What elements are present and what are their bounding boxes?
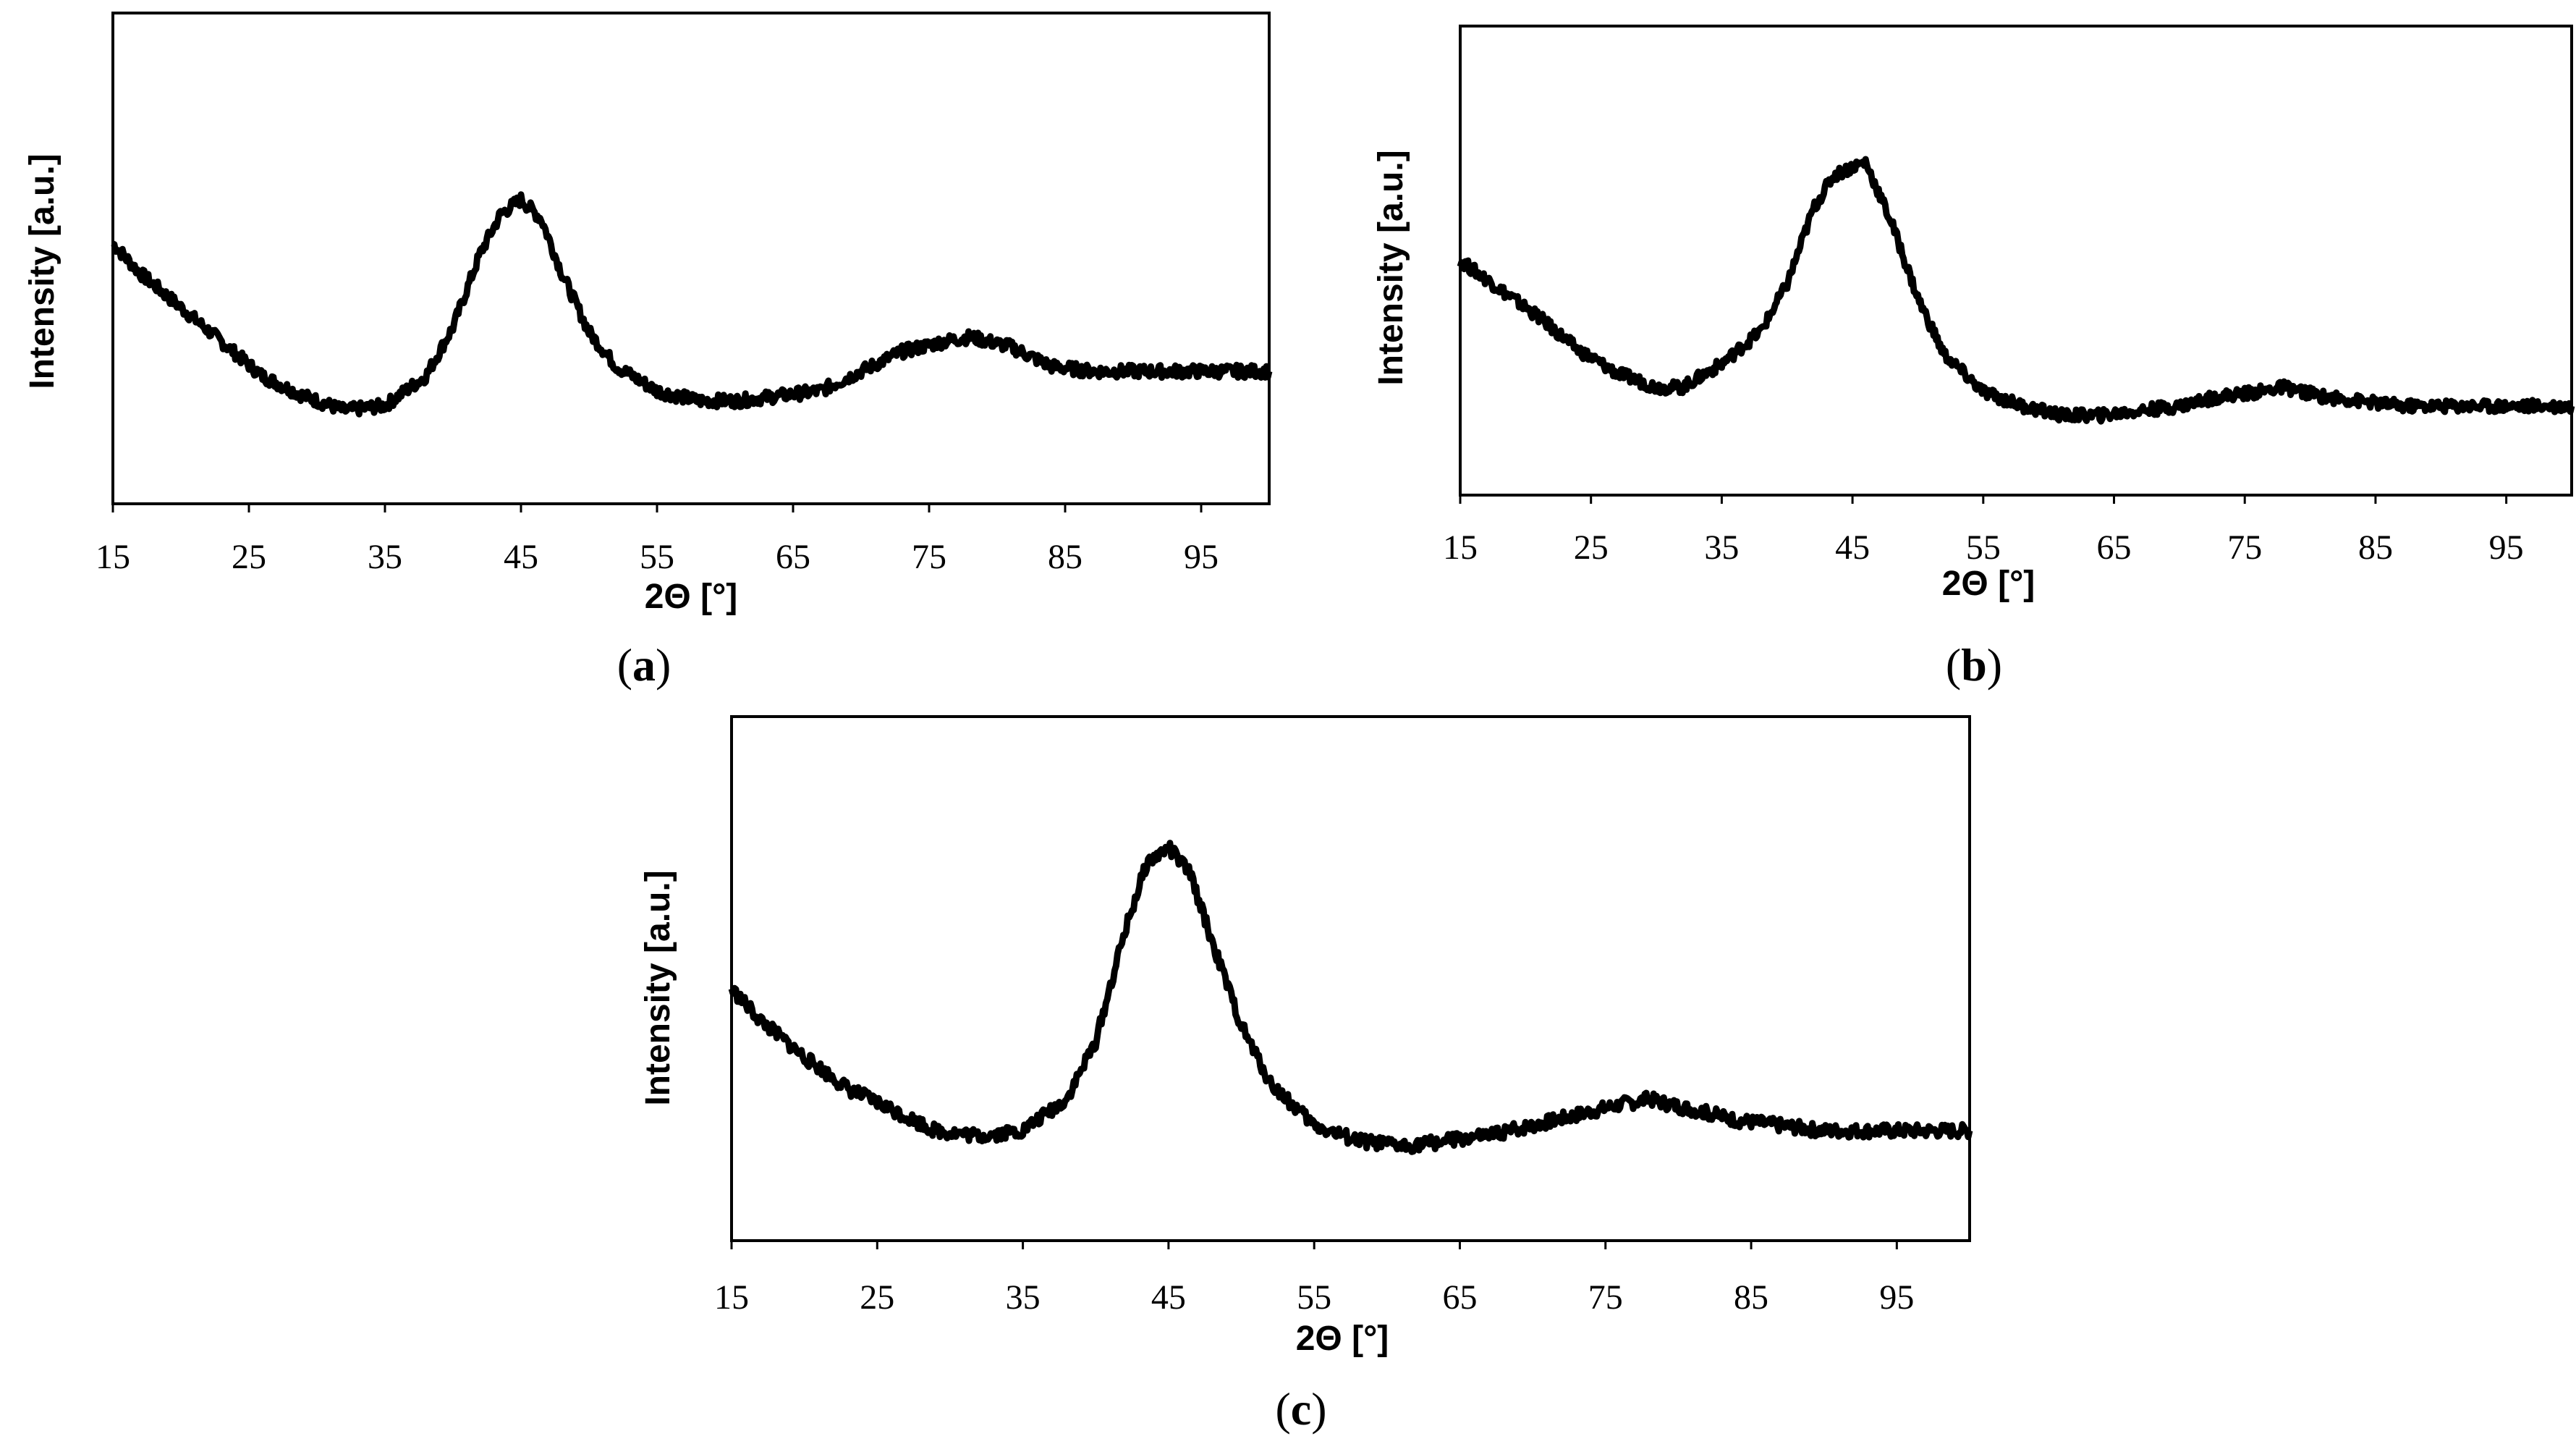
x-tick-label: 25 (1574, 528, 1609, 567)
x-tick-label: 15 (1443, 528, 1478, 567)
x-ticks-c: 15 25 35 45 55 65 75 85 95 (714, 1241, 1914, 1317)
x-tick-label: 75 (1588, 1278, 1623, 1317)
panel-b: 15 25 35 45 55 65 75 85 95 2Θ [°] Intensity [a.u… (1372, 25, 2575, 691)
x-tick-label: 45 (1151, 1278, 1186, 1317)
x-tick-label: 55 (640, 538, 674, 576)
x-tick-label: 35 (1006, 1278, 1041, 1317)
x-tick-label: 65 (776, 538, 810, 576)
plot-frame-c (730, 715, 1971, 1242)
x-axis-title-c: 2Θ [°] (1296, 1320, 1389, 1358)
panel-c: 15 25 35 45 55 65 75 85 95 2Θ [°] Intensity [a.u… (639, 715, 1973, 1435)
x-tick-label: 55 (1297, 1278, 1331, 1317)
x-tick-label: 95 (1184, 538, 1219, 576)
x-tick-label: 85 (1734, 1278, 1768, 1317)
y-axis-title-a: Intensity [a.u.] (23, 153, 62, 389)
plot-frame-b (1459, 25, 2573, 497)
x-tick-label: 85 (2358, 528, 2393, 567)
x-tick-label: 65 (2097, 528, 2132, 567)
x-tick-label: 25 (232, 538, 266, 576)
x-tick-label: 85 (1048, 538, 1082, 576)
x-tick-label: 75 (912, 538, 946, 576)
y-axis-title-c: Intensity [a.u.] (639, 870, 677, 1105)
plot-frame-a (111, 12, 1271, 505)
x-tick-label: 45 (504, 538, 538, 576)
xrd-series-line-c (728, 840, 1973, 1155)
x-tick-label: 15 (714, 1278, 749, 1317)
panel-caption-a: (a) (617, 639, 671, 691)
x-ticks-a: 15 25 35 45 55 65 75 85 95 (96, 504, 1219, 576)
panel-a: 15 25 35 45 55 65 75 85 95 2Θ [°] Intensity [a.u… (23, 12, 1273, 691)
xrd-series-line-b (1457, 156, 2575, 425)
plot-area-c (728, 840, 1973, 1155)
x-tick-label: 45 (1835, 528, 1870, 567)
xrd-series-line-a (111, 191, 1273, 418)
x-tick-label: 75 (2227, 528, 2262, 567)
x-tick-label: 15 (96, 538, 130, 576)
x-tick-label: 95 (2489, 528, 2524, 567)
x-tick-label: 35 (368, 538, 402, 576)
x-tick-label: 65 (1442, 1278, 1477, 1317)
x-axis-title-a: 2Θ [°] (645, 578, 738, 616)
plot-area-a (111, 191, 1273, 418)
y-axis-title-b: Intensity [a.u.] (1372, 150, 1410, 385)
x-tick-label: 95 (1879, 1278, 1914, 1317)
x-tick-label: 25 (860, 1278, 894, 1317)
panel-caption-b: (b) (1946, 639, 2002, 691)
x-axis-title-b: 2Θ [°] (1942, 565, 2035, 603)
panel-caption-c: (c) (1275, 1383, 1326, 1435)
x-tick-label: 35 (1704, 528, 1739, 567)
x-tick-label: 55 (1966, 528, 2001, 567)
x-ticks-b: 15 25 35 45 55 65 75 85 95 (1443, 495, 2524, 567)
plot-area-b (1457, 156, 2575, 425)
